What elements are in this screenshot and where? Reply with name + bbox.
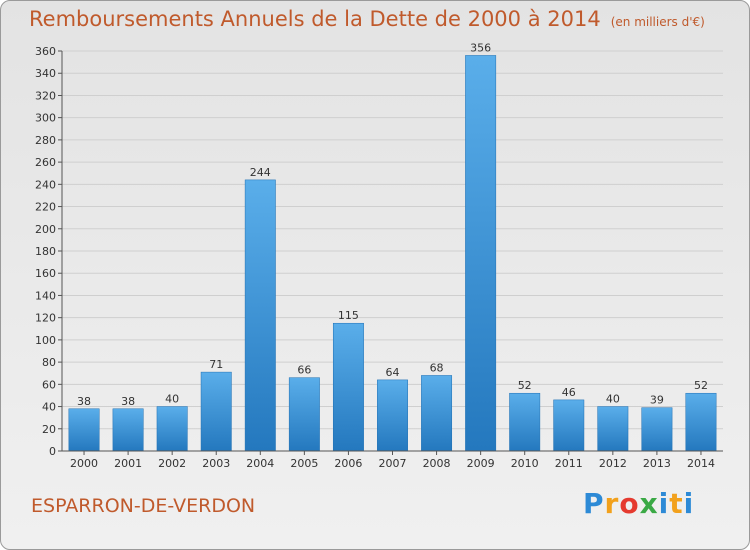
y-tick-label: 60 [42,378,56,391]
data-label: 38 [77,395,91,408]
chart-title-text: Remboursements Annuels de la Dette de 20… [29,7,601,31]
x-tick-label: 2003 [202,457,230,470]
x-tick-label: 2014 [687,457,715,470]
bar [200,371,232,452]
axes [58,50,723,455]
logo-letter: i [658,487,670,520]
data-label: 46 [562,386,576,399]
y-tick-label: 300 [35,112,56,125]
town-name: ESPARRON-DE-VERDON [31,495,256,517]
logo-letter: i [683,487,695,520]
y-tick-label: 180 [35,245,56,258]
bar [641,407,673,452]
y-tick-label: 100 [35,334,56,347]
data-label: 356 [470,41,491,54]
x-tick-label: 2006 [334,457,362,470]
x-tick-label: 2009 [467,457,495,470]
bar [597,406,629,452]
bar [244,179,276,452]
y-tick-label: 340 [35,67,56,80]
bar [288,377,320,452]
bar [465,55,497,452]
y-tick-label: 260 [35,156,56,169]
logo-letter: t [669,487,684,520]
logo-letter: o [619,487,640,520]
x-tick-label: 2007 [379,457,407,470]
bars [68,55,717,452]
x-tick-label: 2012 [599,457,627,470]
x-tick-label: 2002 [158,457,186,470]
bar [509,392,541,452]
y-tick-label: 80 [42,356,56,369]
bar [685,392,717,452]
y-tick-label: 0 [49,445,56,458]
data-label: 64 [386,366,400,379]
data-label: 115 [338,309,359,322]
y-tick-label: 320 [35,89,56,102]
y-tick-label: 140 [35,289,56,302]
data-label: 40 [165,393,179,406]
data-label: 66 [297,364,311,377]
logo-letter: x [639,487,659,520]
bar [332,322,364,452]
x-tick-label: 2000 [70,457,98,470]
y-tick-label: 160 [35,267,56,280]
y-tick-label: 220 [35,201,56,214]
bar [156,406,188,452]
data-label: 52 [694,379,708,392]
x-tick-label: 2011 [555,457,583,470]
y-tick-label: 120 [35,312,56,325]
x-tick-label: 2010 [511,457,539,470]
bar [112,408,144,452]
y-tick-label: 200 [35,223,56,236]
x-tick-label: 2004 [246,457,274,470]
data-label: 68 [430,361,444,374]
x-tick-label: 2005 [290,457,318,470]
bar [68,408,100,452]
bar [377,379,408,452]
x-tick-label: 2001 [114,457,142,470]
y-tick-label: 240 [35,178,56,191]
y-tick-label: 280 [35,134,56,147]
x-tick-label: 2008 [423,457,451,470]
logo-letter: P [583,487,605,520]
x-tick-label: 2013 [643,457,671,470]
logo-letter: r [604,487,620,520]
proxiti-logo: Proxiti [583,487,694,520]
chart-title: Remboursements Annuels de la Dette de 20… [29,7,705,31]
y-tick-label: 40 [42,401,56,414]
data-label: 244 [250,166,271,179]
data-label: 52 [518,379,532,392]
bar [553,399,585,452]
data-label: 39 [650,394,664,407]
chart-subtitle: (en milliers d'€) [610,15,705,29]
labels: 0 20 40 60 80 100 120 140 160 180 200 220 240 260 280 3… [35,41,715,470]
y-tick-label: 360 [35,45,56,58]
data-label: 71 [209,358,223,371]
y-tick-label: 20 [42,423,56,436]
bar [421,375,453,452]
data-label: 40 [606,393,620,406]
data-label: 38 [121,395,135,408]
